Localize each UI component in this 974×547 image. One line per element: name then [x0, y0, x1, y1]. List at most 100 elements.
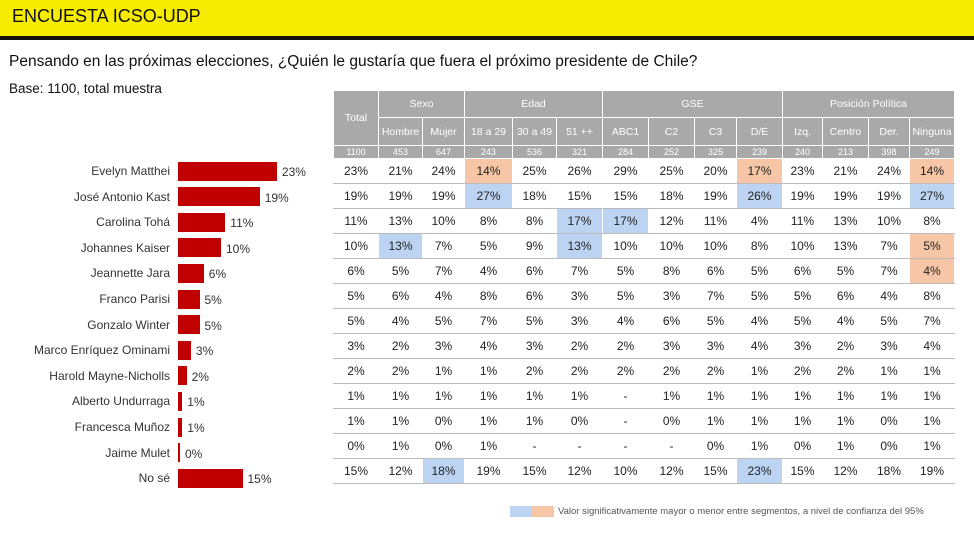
table-cell: 15% [694, 458, 737, 484]
table-cell: 1% [822, 383, 869, 409]
table-cell: - [512, 433, 557, 459]
table-cell: 10% [602, 458, 649, 484]
table-cell: 11% [694, 208, 737, 234]
table-cell: 2% [602, 358, 649, 384]
table-cell: 7% [422, 233, 465, 259]
table-cell: 0% [782, 433, 823, 459]
table-cell: 1% [464, 433, 513, 459]
bar [178, 187, 260, 207]
table-cell: 1% [736, 383, 783, 409]
table-cell: 3% [694, 333, 737, 359]
table-cell: 8% [464, 283, 513, 309]
table-cell: 20% [694, 158, 737, 184]
table-cell: 1% [909, 383, 955, 409]
table-cell: 4% [822, 308, 869, 334]
table-cell: 18% [868, 458, 910, 484]
table-cell: 7% [556, 258, 603, 284]
column-header: Der. [868, 117, 910, 146]
table-cell: 6% [648, 308, 695, 334]
bar-value-label: 6% [208, 267, 227, 282]
table-cell: 19% [909, 458, 955, 484]
table-cell: 10% [333, 233, 379, 259]
candidate-label: Carolina Tohá [96, 215, 170, 230]
table-cell: 7% [694, 283, 737, 309]
bar-value-label: 19% [264, 190, 289, 205]
table-cell: 11% [782, 208, 823, 234]
column-header: Izq. [782, 117, 823, 146]
table-cell: 8% [909, 283, 955, 309]
legend: Valor significativamente mayor o menor e… [510, 506, 924, 517]
column-header: D/E [736, 117, 783, 146]
bar-value-label: 0% [185, 446, 203, 461]
table-cell: 1% [333, 383, 379, 409]
table-cell: 21% [378, 158, 423, 184]
sample-size: 240 [782, 145, 823, 159]
table-cell: 2% [822, 358, 869, 384]
table-cell: 15% [333, 458, 379, 484]
table-cell: 1% [378, 383, 423, 409]
bar [178, 468, 243, 488]
table-cell: 12% [378, 458, 423, 484]
table-cell: 1% [648, 383, 695, 409]
table-cell: - [602, 433, 649, 459]
table-cell: 25% [512, 158, 557, 184]
bar-value-label: 10% [226, 241, 251, 256]
table-cell: 6% [512, 258, 557, 284]
table-cell: 0% [556, 408, 603, 434]
table-cell: 1% [909, 408, 955, 434]
table-cell: 2% [782, 358, 823, 384]
table-cell: 0% [422, 433, 465, 459]
bar-value-label: 3% [195, 344, 214, 359]
bar-value-label: 1% [187, 421, 205, 435]
sample-size: 321 [556, 145, 603, 159]
bar-value-label: 23% [281, 165, 306, 179]
table-cell: 25% [648, 158, 695, 184]
table-cell: 10% [782, 233, 823, 259]
table-row: 5% 6% 4% 8% 6% 3% 5% 3% 7% 5% 5% 6% 4% 8% [333, 283, 955, 309]
table-cell: 8% [512, 208, 557, 234]
table-cell: 5% [782, 308, 823, 334]
table-cell: 2% [648, 358, 695, 384]
table-cell: - [556, 433, 603, 459]
table-cell: 1% [736, 433, 783, 459]
table-cell: 4% [464, 333, 513, 359]
header-title: ENCUESTA ICSO-UDP [12, 6, 201, 26]
candidate-label: Jaime Mulet [105, 445, 170, 460]
table-cell: 19% [822, 183, 869, 209]
sample-base: Base: 1100, total muestra [9, 81, 162, 96]
table-cell: 4% [422, 283, 465, 309]
table-cell: 7% [464, 308, 513, 334]
table-cell: 5% [602, 258, 649, 284]
table-cell: 13% [378, 233, 423, 259]
table-cell: 6% [694, 258, 737, 284]
table-cell: 1% [868, 383, 910, 409]
bar-value-label: 5% [204, 293, 222, 307]
table-cell: 19% [422, 183, 465, 209]
table-row: 5% 4% 5% 7% 5% 3% 4% 6% 5% 4% 5% 4% 5% 7% [333, 308, 955, 334]
bar [178, 417, 183, 437]
survey-question: Pensando en las próximas elecciones, ¿Qu… [9, 53, 698, 70]
table-cell: 4% [464, 258, 513, 284]
table-row: 0% 1% 0% 1% - - - -0% 1% 0% 1% 0% 1% [333, 433, 955, 459]
table-cell: 4% [909, 333, 955, 359]
table-cell: 18% [648, 183, 695, 209]
table-cell: 4% [736, 333, 783, 359]
column-header: 51 ++ [556, 117, 603, 146]
table-cell: 6% [333, 258, 379, 284]
table-cell: 5% [909, 233, 955, 259]
table-row: 10% 13% 7% 5% 9% 13% 10% 10% 10% 8% 10% 13% 7% 5% [333, 233, 955, 259]
column-header: Mujer [422, 117, 465, 146]
table-cell: 1% [782, 383, 823, 409]
table-cell: 14% [909, 158, 955, 184]
table-cell: 1% [512, 383, 557, 409]
sample-size: 453 [378, 145, 423, 159]
table-cell: 8% [464, 208, 513, 234]
table-cell: 4% [602, 308, 649, 334]
table-cell: 3% [782, 333, 823, 359]
table-cell: 2% [602, 333, 649, 359]
table-cell: 1% [422, 383, 465, 409]
column-header: Centro [822, 117, 869, 146]
table-cell: 1% [464, 408, 513, 434]
table-cell: - [648, 433, 695, 459]
candidate-label: Harold Mayne-Nicholls [49, 368, 170, 383]
